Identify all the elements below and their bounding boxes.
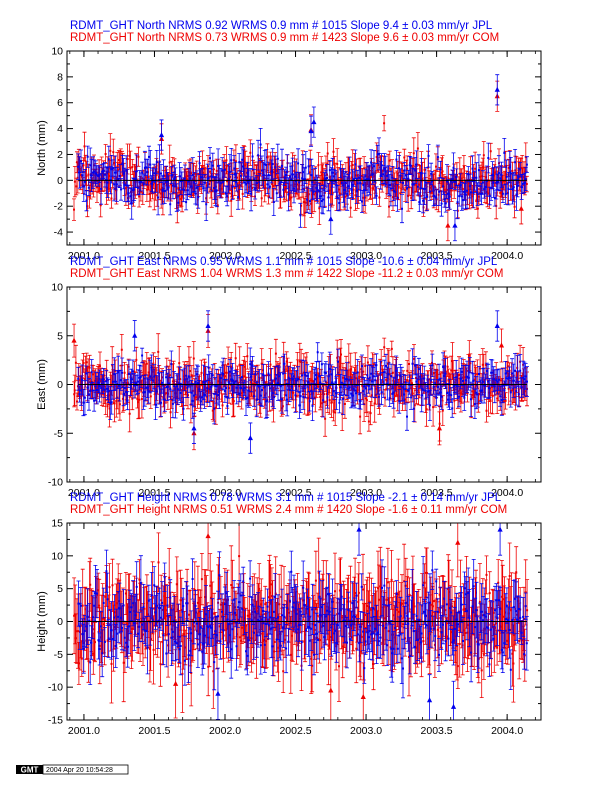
y-tick-label: 15	[51, 518, 63, 530]
outlier-point	[426, 697, 433, 703]
y-tick-label: -5	[54, 428, 63, 440]
y-tick-label: 0	[57, 379, 63, 391]
x-tick-label: 2003.5	[421, 250, 453, 262]
outlier-point	[71, 337, 77, 343]
x-tick-label: 2002.0	[209, 487, 241, 499]
x-tick-label: 2002.0	[209, 725, 241, 737]
outlier-point	[328, 216, 334, 222]
data-points	[72, 523, 530, 720]
y-tick-label: 4	[57, 123, 63, 135]
x-tick-label: 2004.0	[491, 250, 523, 262]
outlier-point	[494, 323, 500, 328]
y-axis-label: North (mm)	[36, 120, 48, 176]
series-jpl	[76, 310, 529, 454]
outlier-point	[215, 690, 221, 696]
outlier-point	[436, 425, 443, 431]
x-tick-label: 2001.0	[68, 725, 100, 737]
outlier-point	[498, 342, 505, 348]
x-tick-label: 2003.0	[350, 250, 382, 262]
y-tick-label: 0	[57, 175, 63, 187]
outlier-point	[308, 128, 314, 134]
data-points	[72, 74, 529, 242]
x-tick-label: 2002.5	[279, 725, 311, 737]
y-axis-label: Height (mm)	[36, 591, 48, 652]
gmt-logo-text: GMT	[21, 765, 39, 774]
panel-east: RDMT_GHT East NRMS 0.95 WRMS 1.1 mm # 10…	[36, 256, 542, 499]
series-title-com: RDMT_GHT North NRMS 0.73 WRMS 0.9 mm # 1…	[70, 32, 499, 44]
x-tick-label: 2002.5	[279, 487, 311, 499]
outlier-point	[356, 526, 362, 532]
y-tick-label: -10	[48, 477, 63, 489]
x-tick-label: 2001.5	[138, 487, 170, 499]
x-tick-label: 2003.5	[421, 487, 453, 499]
x-tick-label: 2004.0	[491, 487, 523, 499]
outlier-point	[452, 222, 458, 228]
outlier-point	[191, 425, 197, 431]
y-tick-label: -2	[54, 201, 63, 213]
y-tick-label: -4	[54, 227, 63, 239]
y-tick-label: 5	[57, 330, 63, 342]
x-tick-label: 2002.0	[209, 250, 241, 262]
y-tick-label: 8	[57, 71, 63, 83]
y-tick-label: 10	[51, 46, 63, 58]
outlier-point	[311, 119, 317, 125]
y-tick-label: 0	[57, 616, 63, 628]
x-tick-label: 2003.0	[350, 487, 382, 499]
error-bars	[76, 549, 529, 699]
outlier-point	[455, 539, 461, 545]
panel-north: RDMT_GHT North NRMS 0.92 WRMS 0.9 mm # 1…	[36, 20, 542, 262]
x-tick-label: 2001.5	[138, 725, 170, 737]
outlier-point	[247, 435, 253, 441]
series-title-jpl: RDMT_GHT North NRMS 0.92 WRMS 0.9 mm # 1…	[70, 20, 493, 32]
y-tick-label: -15	[48, 715, 63, 727]
x-tick-label: 2001.0	[68, 487, 100, 499]
x-tick-label: 2003.5	[421, 725, 453, 737]
x-tick-label: 2001.0	[68, 250, 100, 262]
outlier-point	[173, 680, 179, 686]
x-tick-label: 2003.0	[350, 725, 382, 737]
points	[73, 346, 528, 425]
x-tick-label: 2002.5	[279, 250, 311, 262]
x-tick-label: 2004.0	[491, 725, 523, 737]
outlier-point	[205, 323, 211, 328]
outlier-point	[450, 703, 457, 709]
outlier-point	[497, 526, 503, 532]
outlier-point	[328, 687, 334, 693]
y-tick-label: 10	[51, 550, 63, 562]
x-tick-label: 2001.5	[138, 250, 170, 262]
outlier-point	[158, 132, 165, 138]
gmt-logo: GMT 2004 Apr 20 10:54:28	[16, 764, 129, 775]
series-jpl	[76, 523, 529, 720]
outlier-point	[494, 86, 500, 92]
series-title-jpl: RDMT_GHT East NRMS 0.95 WRMS 1.1 mm # 10…	[70, 256, 498, 268]
y-tick-label: 10	[51, 282, 63, 294]
outlier-point	[360, 694, 366, 700]
outlier-point	[445, 222, 451, 228]
series-title-jpl: RDMT_GHT Height NRMS 0.78 WRMS 3.1 mm # …	[70, 492, 502, 504]
outlier-point	[205, 533, 211, 539]
series-title-com: RDMT_GHT Height NRMS 0.51 WRMS 2.4 mm # …	[70, 504, 507, 516]
y-axis-label: East (mm)	[36, 359, 48, 410]
panel-height: RDMT_GHT Height NRMS 0.78 WRMS 3.1 mm # …	[36, 492, 542, 737]
gmt-timestamp: 2004 Apr 20 10:54:28	[46, 767, 113, 774]
outlier-point	[518, 205, 524, 211]
y-tick-label: -10	[48, 682, 63, 694]
data-points	[71, 310, 529, 454]
plot-frame	[66, 50, 542, 246]
series-title-com: RDMT_GHT East NRMS 1.04 WRMS 1.3 mm # 14…	[70, 268, 503, 280]
outlier-point	[132, 332, 138, 338]
y-tick-label: 2	[57, 149, 63, 161]
y-tick-label: 5	[57, 583, 63, 595]
series-jpl	[76, 74, 529, 242]
y-tick-label: 6	[57, 97, 63, 109]
y-tick-label: -5	[54, 649, 63, 661]
